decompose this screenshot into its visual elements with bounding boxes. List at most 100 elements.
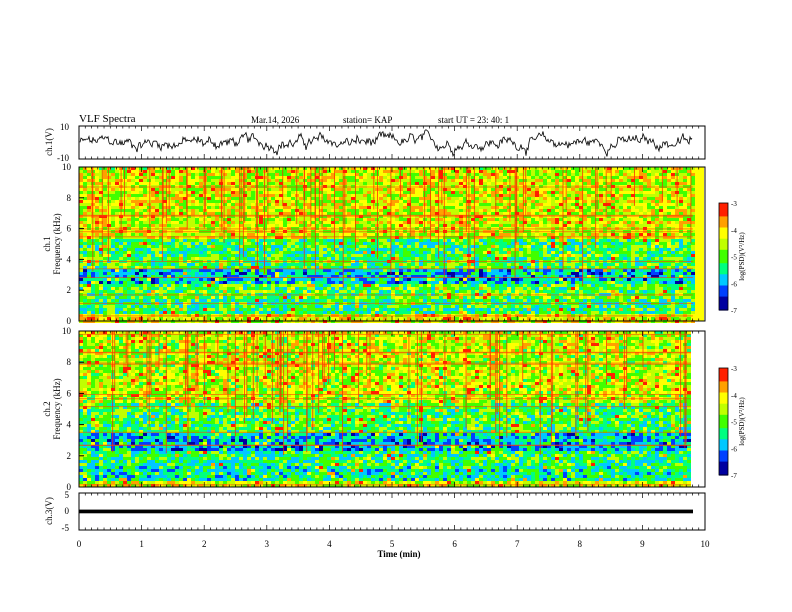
spectrogram-cell: [431, 254, 435, 257]
spectrogram-cell: [231, 206, 235, 209]
spectrogram-cell: [383, 218, 387, 221]
spectrogram-cell: [379, 191, 383, 194]
spectrogram-cell: [479, 233, 483, 236]
spectrogram-cell: [387, 173, 391, 176]
spectrogram-cell: [671, 194, 675, 197]
spectrogram-cell: [311, 173, 315, 176]
spectrogram-cell: [503, 203, 507, 206]
spectrogram-cell: [111, 194, 115, 197]
spectrogram-cell: [191, 221, 195, 224]
spectrogram-cell: [679, 221, 683, 224]
spectrogram-cell: [247, 245, 251, 248]
spectrogram-cell: [147, 254, 151, 257]
spectrogram-cell: [639, 257, 643, 260]
spectrogram-cell: [175, 251, 179, 254]
spectrogram-cell: [635, 176, 639, 179]
spectrogram-cell: [667, 254, 671, 257]
spectrogram-cell: [435, 182, 439, 185]
spectrogram-cell: [535, 176, 539, 179]
spectrogram-cell: [367, 173, 371, 176]
spectrogram-cell: [535, 194, 539, 197]
spectrogram-cell: [215, 173, 219, 176]
spectrogram-cell: [379, 200, 383, 203]
spectrogram-cell: [475, 212, 479, 215]
spectrogram-cell: [603, 170, 607, 173]
spectrogram-cell: [427, 173, 431, 176]
spectrogram-cell: [223, 203, 227, 206]
spectrogram-cell: [351, 233, 355, 236]
spectrogram-cell: [403, 173, 407, 176]
spectrogram-cell: [495, 197, 499, 200]
spectrogram-cell: [383, 167, 387, 170]
spectrogram-cell: [343, 239, 347, 242]
spectrogram-cell: [395, 254, 399, 257]
spectrogram-cell: [559, 245, 563, 248]
spectrogram-cell: [83, 212, 87, 215]
spectrogram-cell: [515, 239, 519, 242]
spectrogram-cell: [199, 251, 203, 254]
spectrogram-cell: [583, 221, 587, 224]
spectrogram-cell: [407, 221, 411, 224]
spectrogram-cell: [271, 224, 275, 227]
spectrogram-cell: [599, 179, 603, 182]
spectrogram-cell: [367, 200, 371, 203]
spectrogram-cell: [515, 254, 519, 257]
spectrogram-cell: [627, 254, 631, 257]
spectrogram-cell: [435, 209, 439, 212]
spectrogram-cell: [343, 242, 347, 245]
spectrogram-cell: [379, 242, 383, 245]
spectrogram-cell: [79, 245, 83, 248]
spectrogram-cell: [355, 254, 359, 257]
spectrogram-cell: [279, 176, 283, 179]
spectrogram-cell: [319, 206, 323, 209]
spectrogram-cell: [283, 209, 287, 212]
spectrogram-cell: [171, 257, 175, 260]
spectrogram-cell: [611, 242, 615, 245]
spectrogram-cell: [623, 200, 627, 203]
spectrogram-cell: [151, 239, 155, 242]
spectrogram-cell: [591, 233, 595, 236]
spectrogram-cell: [503, 182, 507, 185]
spectrogram-cell: [283, 257, 287, 260]
spectrogram-cell: [323, 182, 327, 185]
spectrogram-cell: [639, 224, 643, 227]
spectrogram-cell: [527, 224, 531, 227]
spectrogram-cell: [631, 206, 635, 209]
spectrogram-cell: [355, 224, 359, 227]
spectrogram-cell: [499, 242, 503, 245]
spectrogram-cell: [519, 257, 523, 260]
spectrogram-cell: [543, 200, 547, 203]
spectrogram-cell: [127, 254, 131, 257]
spectrogram-cell: [131, 197, 135, 200]
spectrogram-cell: [495, 176, 499, 179]
spectrogram-cell: [231, 218, 235, 221]
spectrogram-cell: [691, 191, 695, 194]
spectrogram-cell: [511, 221, 515, 224]
spectrogram-cell: [115, 209, 119, 212]
spectrogram-cell: [211, 254, 215, 257]
spectrogram-cell: [635, 182, 639, 185]
spectrogram-cell: [411, 257, 415, 260]
spectrogram-cell: [471, 176, 475, 179]
spectrogram-cell: [99, 197, 103, 200]
spectrogram-cell: [579, 254, 583, 257]
spectrogram-cell: [639, 179, 643, 182]
spectrogram-cell: [115, 179, 119, 182]
spectrogram-cell: [683, 245, 687, 248]
spectrogram-cell: [387, 245, 391, 248]
spectrogram-cell: [471, 248, 475, 251]
spectrogram-cell: [387, 233, 391, 236]
spectrogram-cell: [319, 251, 323, 254]
spectrogram-cell: [355, 170, 359, 173]
spectrogram-cell: [119, 263, 123, 266]
spectrogram-cell: [531, 182, 535, 185]
spectrogram-cell: [579, 221, 583, 224]
spectrogram-cell: [471, 179, 475, 182]
spectrogram-cell: [379, 170, 383, 173]
spectrogram-cell: [363, 170, 367, 173]
spectrogram-cell: [651, 206, 655, 209]
spectrogram-cell: [155, 167, 159, 170]
spectrogram-cell: [215, 206, 219, 209]
spectrogram-cell: [103, 248, 107, 251]
spectrogram-cell: [275, 173, 279, 176]
